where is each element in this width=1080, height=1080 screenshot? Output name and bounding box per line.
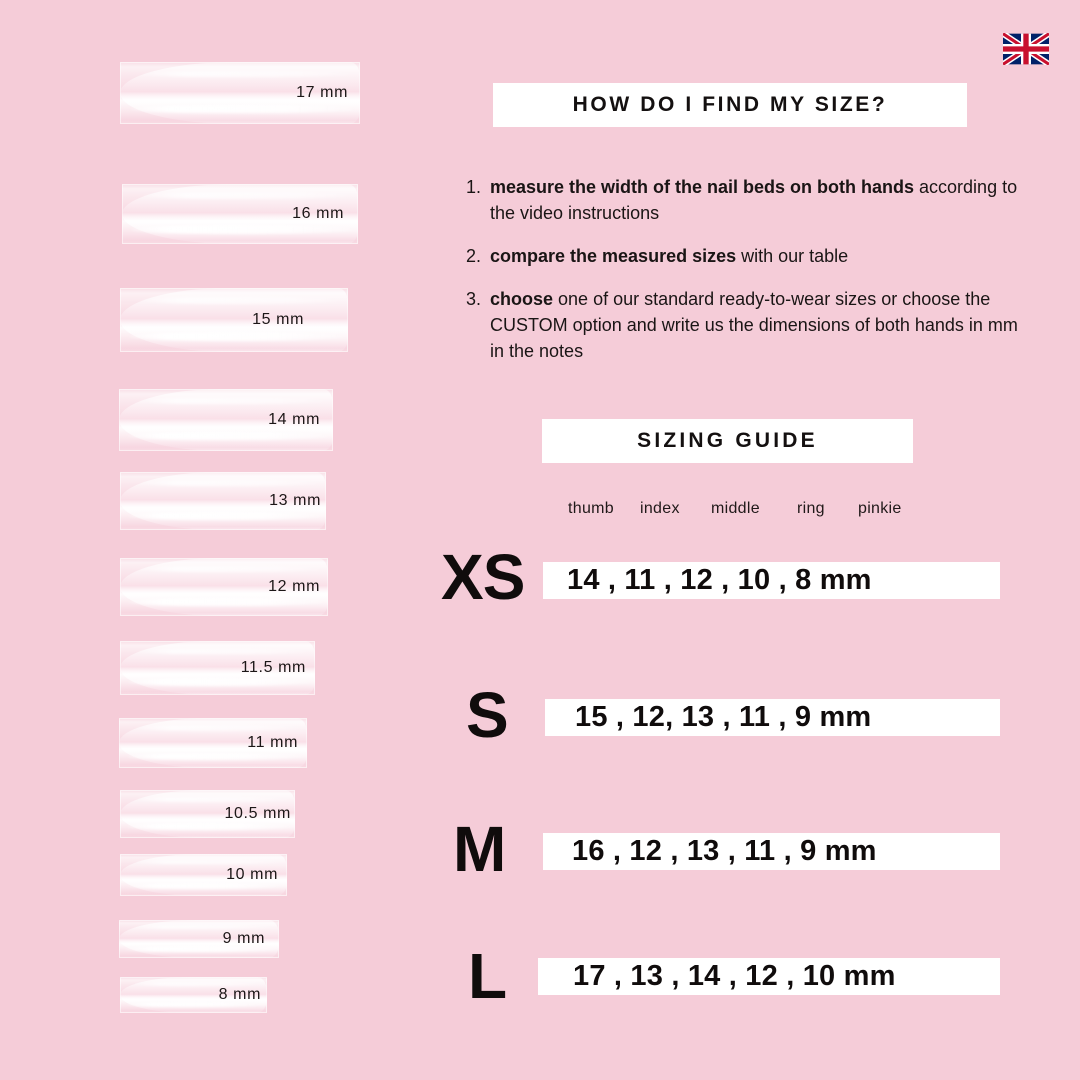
finger-header-middle: middle [711, 500, 760, 517]
size-measurements-text: 16 , 12 , 13 , 11 , 9 mm [572, 835, 877, 867]
step-number: 1. [465, 177, 481, 197]
finger-header-pinkie: pinkie [858, 500, 902, 517]
nail-tip-body [120, 288, 348, 352]
nail-tip-body [120, 977, 267, 1013]
size-measurements: 15 , 12, 13 , 11 , 9 mm [545, 699, 1000, 736]
nail-tip-swatch: 11.5 mm [120, 641, 315, 695]
finger-header-thumb: thumb [568, 500, 614, 517]
size-measurements-text: 17 , 13 , 14 , 12 , 10 mm [573, 960, 896, 992]
instruction-step: 1. measure the width of the nail beds on… [464, 175, 1034, 227]
nail-tip-label: 10.5 mm [224, 805, 291, 822]
nail-tip-label: 13 mm [269, 492, 321, 509]
step-text-rest: according to the video instructions [490, 177, 1018, 223]
nail-tip-label: 17 mm [296, 84, 348, 101]
nail-tip-body [120, 62, 360, 124]
nail-tip-body [120, 854, 287, 896]
nail-tip-swatch: 17 mm [120, 62, 360, 124]
step-number: 3. [465, 288, 481, 309]
nail-tip-swatch: 14 mm [119, 389, 333, 451]
nail-tip-body [120, 641, 315, 695]
nail-tip-body [120, 790, 295, 838]
nail-tip-swatch: 10 mm [120, 854, 287, 896]
nail-tip-label: 9 mm [222, 930, 265, 947]
nail-tip-label: 8 mm [218, 986, 261, 1003]
step-text-rest: with our table [736, 245, 849, 266]
finger-header-index: index [640, 500, 680, 517]
nail-tip-label: 11.5 mm [240, 659, 306, 676]
size-measurements-text: 15 , 12, 13 , 11 , 9 mm [575, 701, 872, 733]
nail-tip-swatch: 11 mm [119, 718, 307, 768]
nail-tip-body [120, 472, 326, 530]
nail-tip-swatch: 10.5 mm [120, 790, 295, 838]
nail-tip-body [119, 718, 307, 768]
instruction-steps: 1. measure the width of the nail beds on… [464, 175, 1034, 381]
step-text-bold: measure the width of the nail beds on bo… [490, 177, 915, 197]
nail-tip-body [122, 184, 358, 244]
instruction-step: 2. compare the measured sizes with our t… [464, 244, 1034, 270]
nail-tip-label: 12 mm [268, 578, 320, 595]
heading-sizing-guide: SIZING GUIDE [542, 419, 913, 463]
finger-header-row: thumb index middle ring pinkie [440, 500, 1080, 526]
nail-tip-body [119, 920, 279, 958]
step-number: 2. [465, 245, 481, 266]
nail-tip-label: 15 mm [252, 311, 304, 328]
instruction-step: 3. choose one of our standard ready-to-w… [464, 287, 1034, 365]
nail-tip-swatch: 12 mm [120, 558, 328, 616]
size-measurements: 14 , 11 , 12 , 10 , 8 mm [543, 562, 1000, 599]
nail-tip-swatch: 9 mm [119, 920, 279, 958]
step-text-bold: choose [490, 288, 554, 309]
nail-tip-body [120, 558, 328, 616]
nail-tip-label: 14 mm [268, 411, 320, 428]
size-letter: S [466, 679, 509, 751]
nail-tip-label: 10 mm [226, 866, 278, 883]
finger-header-ring: ring [797, 500, 825, 517]
nail-tip-swatch: 15 mm [120, 288, 348, 352]
size-letter: XS [441, 541, 525, 613]
step-text-rest: one of our standard ready-to-wear sizes … [490, 288, 1018, 361]
nail-tip-swatch: 8 mm [120, 977, 267, 1013]
nail-tip-swatch: 13 mm [120, 472, 326, 530]
uk-flag-icon [1003, 33, 1049, 65]
heading-find-my-size: HOW DO I FIND MY SIZE? [493, 83, 967, 127]
nail-tip-label: 11 mm [247, 734, 298, 751]
size-measurements: 17 , 13 , 14 , 12 , 10 mm [538, 958, 1000, 995]
nail-tip-swatch: 16 mm [122, 184, 358, 244]
step-text-bold: compare the measured sizes [490, 245, 737, 266]
nail-tip-body [119, 389, 333, 451]
step-text: choose one of our standard ready-to-wear… [490, 287, 1034, 365]
nail-tip-label: 16 mm [292, 205, 344, 222]
instructions-panel: HOW DO I FIND MY SIZE? 1. measure the wi… [440, 0, 1080, 1080]
step-text: measure the width of the nail beds on bo… [490, 175, 1034, 227]
size-measurements-text: 14 , 11 , 12 , 10 , 8 mm [567, 564, 872, 596]
nail-tip-chart: 17 mm 16 mm 15 mm 14 mm 13 mm 12 mm 11.5… [0, 0, 400, 1080]
size-measurements: 16 , 12 , 13 , 11 , 9 mm [543, 833, 1000, 870]
size-letter: M [453, 813, 506, 885]
size-letter: L [468, 940, 507, 1012]
step-text: compare the measured sizes with our tabl… [490, 244, 1034, 270]
